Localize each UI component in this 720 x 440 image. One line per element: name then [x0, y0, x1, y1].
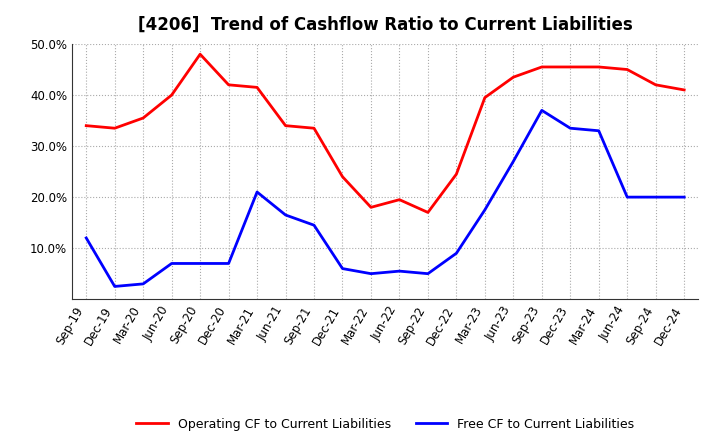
Title: [4206]  Trend of Cashflow Ratio to Current Liabilities: [4206] Trend of Cashflow Ratio to Curren… — [138, 16, 633, 34]
Free CF to Current Liabilities — [452, 251, 461, 256]
Free CF to Current Liabilities — [225, 261, 233, 266]
Line: Operating CF to Current Liabilities: Operating CF to Current Liabilities — [86, 54, 684, 213]
Operating CF to Current Liabilities — [652, 82, 660, 88]
Operating CF to Current Liabilities — [595, 64, 603, 70]
Free CF to Current Liabilities — [253, 189, 261, 194]
Free CF to Current Liabilities — [595, 128, 603, 133]
Operating CF to Current Liabilities — [680, 87, 688, 92]
Operating CF to Current Liabilities — [196, 51, 204, 57]
Operating CF to Current Liabilities — [537, 64, 546, 70]
Operating CF to Current Liabilities — [139, 115, 148, 121]
Line: Free CF to Current Liabilities: Free CF to Current Liabilities — [86, 110, 684, 286]
Free CF to Current Liabilities — [110, 284, 119, 289]
Operating CF to Current Liabilities — [623, 67, 631, 72]
Free CF to Current Liabilities — [680, 194, 688, 200]
Operating CF to Current Liabilities — [110, 125, 119, 131]
Free CF to Current Liabilities — [338, 266, 347, 271]
Operating CF to Current Liabilities — [452, 172, 461, 177]
Operating CF to Current Liabilities — [423, 210, 432, 215]
Free CF to Current Liabilities — [423, 271, 432, 276]
Operating CF to Current Liabilities — [366, 205, 375, 210]
Legend: Operating CF to Current Liabilities, Free CF to Current Liabilities: Operating CF to Current Liabilities, Fre… — [131, 413, 639, 436]
Free CF to Current Liabilities — [82, 235, 91, 241]
Operating CF to Current Liabilities — [338, 174, 347, 180]
Free CF to Current Liabilities — [623, 194, 631, 200]
Free CF to Current Liabilities — [566, 125, 575, 131]
Free CF to Current Liabilities — [282, 213, 290, 218]
Operating CF to Current Liabilities — [566, 64, 575, 70]
Operating CF to Current Liabilities — [225, 82, 233, 88]
Operating CF to Current Liabilities — [395, 197, 404, 202]
Operating CF to Current Liabilities — [82, 123, 91, 128]
Free CF to Current Liabilities — [196, 261, 204, 266]
Free CF to Current Liabilities — [310, 223, 318, 228]
Operating CF to Current Liabilities — [282, 123, 290, 128]
Free CF to Current Liabilities — [167, 261, 176, 266]
Free CF to Current Liabilities — [652, 194, 660, 200]
Free CF to Current Liabilities — [366, 271, 375, 276]
Free CF to Current Liabilities — [480, 207, 489, 213]
Operating CF to Current Liabilities — [167, 92, 176, 98]
Free CF to Current Liabilities — [537, 108, 546, 113]
Free CF to Current Liabilities — [395, 268, 404, 274]
Operating CF to Current Liabilities — [480, 95, 489, 100]
Operating CF to Current Liabilities — [509, 74, 518, 80]
Operating CF to Current Liabilities — [253, 85, 261, 90]
Free CF to Current Liabilities — [139, 281, 148, 286]
Free CF to Current Liabilities — [509, 159, 518, 164]
Operating CF to Current Liabilities — [310, 125, 318, 131]
